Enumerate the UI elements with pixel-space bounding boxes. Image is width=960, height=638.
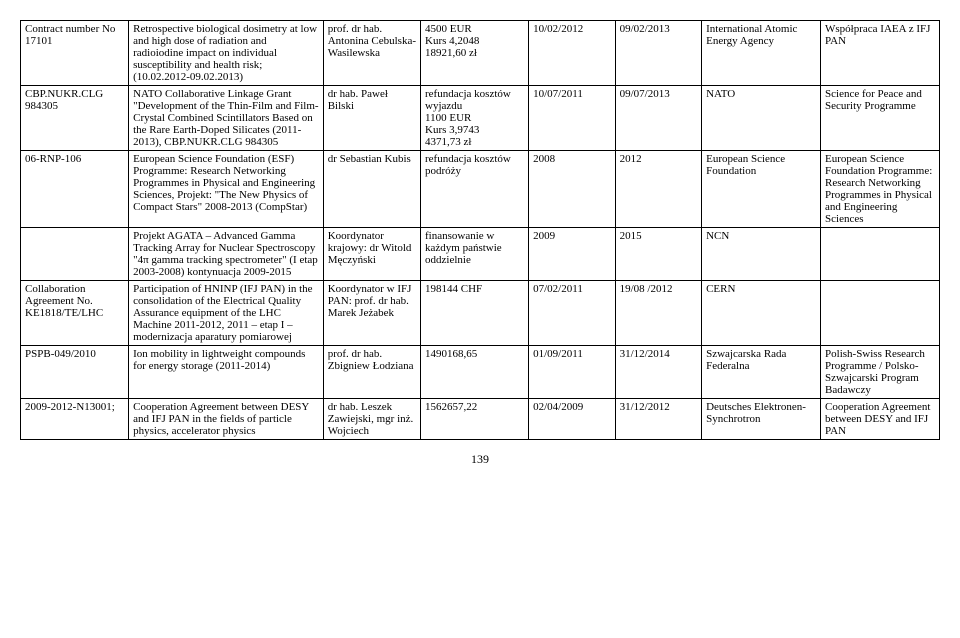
table-cell: 198144 CHF [421,281,529,346]
table-cell: 2012 [615,151,701,228]
table-row: 2009-2012-N13001;Cooperation Agreement b… [21,399,940,440]
table-cell: European Science Foundation Programme: R… [821,151,940,228]
table-cell: 10/07/2011 [529,86,615,151]
table-cell: Współpraca IAEA z IFJ PAN [821,21,940,86]
table-cell: 09/07/2013 [615,86,701,151]
table-cell: 1562657,22 [421,399,529,440]
table-cell: 2008 [529,151,615,228]
table-cell: 07/02/2011 [529,281,615,346]
table-cell: 01/09/2011 [529,346,615,399]
table-cell: Collaboration Agreement No. KE1818/TE/LH… [21,281,129,346]
table-cell: dr Sebastian Kubis [323,151,420,228]
table-cell: Koordynator w IFJ PAN: prof. dr hab. Mar… [323,281,420,346]
table-cell: Cooperation Agreement between DESY and I… [129,399,324,440]
table-cell: finansowanie w każdym państwie oddzielni… [421,228,529,281]
table-cell: NATO Collaborative Linkage Grant "Develo… [129,86,324,151]
table-cell: 06-RNP-106 [21,151,129,228]
table-cell: 10/02/2012 [529,21,615,86]
table-cell: Szwajcarska Rada Federalna [702,346,821,399]
table-cell: dr hab. Paweł Bilski [323,86,420,151]
table-cell: 1490168,65 [421,346,529,399]
table-cell: European Science Foundation [702,151,821,228]
data-table: Contract number No 17101Retrospective bi… [20,20,940,440]
table-cell: prof. dr hab. Antonina Cebulska-Wasilews… [323,21,420,86]
table-cell: Contract number No 17101 [21,21,129,86]
table-cell: 2009 [529,228,615,281]
table-row: Projekt AGATA – Advanced Gamma Tracking … [21,228,940,281]
table-cell: European Science Foundation (ESF) Progra… [129,151,324,228]
table-cell: 2015 [615,228,701,281]
table-cell: Retrospective biological dosimetry at lo… [129,21,324,86]
table-cell: Projekt AGATA – Advanced Gamma Tracking … [129,228,324,281]
table-row: PSPB-049/2010Ion mobility in lightweight… [21,346,940,399]
table-cell: 31/12/2014 [615,346,701,399]
table-cell: Deutsches Elektronen-Synchrotron [702,399,821,440]
table-cell: Koordynator krajowy: dr Witold Męczyński [323,228,420,281]
table-cell: NATO [702,86,821,151]
table-cell: 31/12/2012 [615,399,701,440]
table-cell: 2009-2012-N13001; [21,399,129,440]
table-cell: Cooperation Agreement between DESY and I… [821,399,940,440]
table-cell: Ion mobility in lightweight compounds fo… [129,346,324,399]
table-cell: prof. dr hab. Zbigniew Łodziana [323,346,420,399]
table-row: Contract number No 17101Retrospective bi… [21,21,940,86]
table-row: Collaboration Agreement No. KE1818/TE/LH… [21,281,940,346]
table-cell: PSPB-049/2010 [21,346,129,399]
table-cell: refundacja kosztów wyjazdu1100 EURKurs 3… [421,86,529,151]
table-cell [821,228,940,281]
table-cell [821,281,940,346]
table-cell: 4500 EURKurs 4,204818921,60 zł [421,21,529,86]
table-row: CBP.NUKR.CLG 984305NATO Collaborative Li… [21,86,940,151]
table-cell: Science for Peace and Security Programme [821,86,940,151]
page-number: 139 [20,452,940,467]
table-cell: International Atomic Energy Agency [702,21,821,86]
table-cell [21,228,129,281]
table-cell: 02/04/2009 [529,399,615,440]
table-cell: Participation of HNINP (IFJ PAN) in the … [129,281,324,346]
table-cell: dr hab. Leszek Zawiejski, mgr inż. Wojci… [323,399,420,440]
table-cell: 19/08 /2012 [615,281,701,346]
table-cell: refundacja kosztów podróży [421,151,529,228]
table-cell: 09/02/2013 [615,21,701,86]
table-row: 06-RNP-106European Science Foundation (E… [21,151,940,228]
table-cell: CBP.NUKR.CLG 984305 [21,86,129,151]
table-cell: NCN [702,228,821,281]
table-cell: Polish-Swiss Research Programme / Polsko… [821,346,940,399]
table-cell: CERN [702,281,821,346]
